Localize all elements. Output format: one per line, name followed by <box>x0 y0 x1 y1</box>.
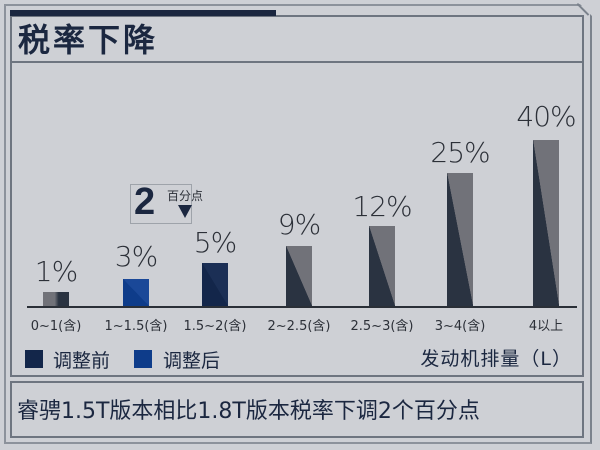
value-label: 12% <box>352 190 412 223</box>
callout-value: 2 <box>134 181 156 223</box>
bar-4-plus <box>533 140 559 306</box>
legend-label-before: 调整前 <box>53 350 111 372</box>
value-label: 25% <box>430 136 490 169</box>
bar-3-4 <box>447 173 473 306</box>
chart-title: 税率下降 <box>18 21 159 59</box>
bar-2-2.5 <box>286 246 312 306</box>
bar-0-1 <box>43 292 69 306</box>
note-panel <box>10 381 584 438</box>
bar-1.5-2 <box>202 263 228 306</box>
legend-label-after: 调整后 <box>163 350 221 372</box>
value-label: 3% <box>114 240 158 273</box>
bar-2.5-3 <box>369 226 395 306</box>
outer-frame <box>4 4 592 444</box>
value-label: 1% <box>34 255 78 288</box>
category-label: 1.5~2(含) <box>183 319 247 334</box>
category-label: 2.5~3(含) <box>350 319 414 334</box>
category-label: 1~1.5(含) <box>104 319 168 334</box>
category-label: 0~1(含) <box>30 319 82 334</box>
category-label: 2~2.5(含) <box>267 319 331 334</box>
legend-swatch-before <box>25 350 43 368</box>
title-accent-bar <box>10 10 276 16</box>
callout-box <box>130 184 192 224</box>
x-axis-title: 发动机排量（L） <box>420 348 572 370</box>
legend-swatch-after <box>134 350 152 368</box>
category-label: 4以上 <box>528 319 564 334</box>
x-axis-line <box>27 306 577 308</box>
title-row <box>10 15 584 63</box>
value-label: 40% <box>516 100 576 133</box>
value-label: 9% <box>277 208 321 241</box>
callout-unit: 百分点 <box>167 189 204 203</box>
category-label: 3~4(含) <box>434 319 486 334</box>
down-triangle-icon <box>178 205 192 218</box>
value-label: 5% <box>193 226 237 259</box>
chart-panel <box>10 15 584 377</box>
bar-1-1.5 <box>123 279 149 306</box>
footnote-text: 睿骋1.5T版本相比1.8T版本税率下调2个百分点 <box>17 399 480 424</box>
